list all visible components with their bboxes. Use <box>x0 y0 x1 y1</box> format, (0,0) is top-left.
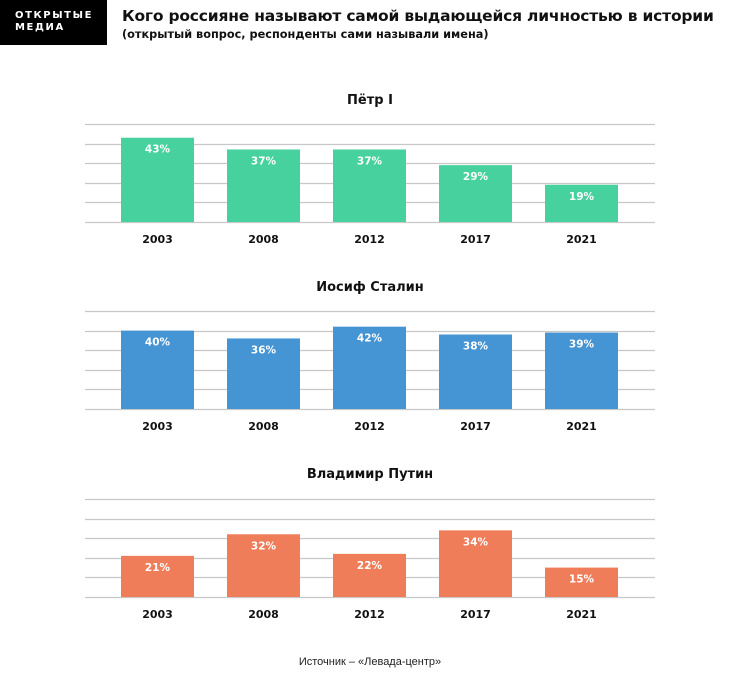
x-tick-label: 2021 <box>566 233 597 246</box>
brand-logo-line1: ОТКРЫТЫЕ <box>15 10 94 21</box>
page-title: Кого россияне называют самой выдающейся … <box>122 7 714 25</box>
x-tick-label: 2012 <box>354 420 385 433</box>
chart-title: Владимир Путин <box>307 467 433 482</box>
bar-2021 <box>545 567 618 597</box>
bar-2012 <box>333 553 406 597</box>
bar-2008 <box>227 534 300 597</box>
chart-putin: Владимир Путин 21% 2003 32% 2008 22% 2012 34% 20… <box>85 467 655 621</box>
x-tick-label: 2017 <box>460 233 491 246</box>
bar-2008 <box>227 149 300 222</box>
data-label: 37% <box>357 155 383 167</box>
data-label: 43% <box>145 144 171 156</box>
x-tick-label: 2017 <box>460 420 491 433</box>
data-label: 34% <box>463 536 489 548</box>
data-label: 42% <box>357 333 383 345</box>
data-label: 37% <box>251 155 277 167</box>
data-label: 38% <box>463 341 489 353</box>
data-label: 21% <box>145 562 171 574</box>
bar-2003 <box>121 555 194 597</box>
bar-2021 <box>545 184 618 222</box>
x-tick-label: 2008 <box>248 608 279 621</box>
x-tick-label: 2012 <box>354 608 385 621</box>
x-tick-label: 2021 <box>566 420 597 433</box>
chart-stalin: Иосиф Сталин 40% 2003 36% 2008 42% 2012 38% 2017… <box>85 280 655 433</box>
brand-logo: ОТКРЫТЫЕ МЕДИА <box>0 0 107 45</box>
x-tick-label: 2012 <box>354 233 385 246</box>
chart-title: Пётр I <box>347 93 393 108</box>
bar-2012 <box>333 149 406 222</box>
data-label: 39% <box>569 339 595 351</box>
chart-peter-i: Пётр I 43% 2003 37% 2008 37% 2012 29% 2017 19% 202… <box>85 93 655 246</box>
x-tick-label: 2008 <box>248 420 279 433</box>
data-label: 15% <box>569 574 595 586</box>
x-tick-label: 2003 <box>142 608 173 621</box>
bar-2012 <box>333 326 406 409</box>
bar-2003 <box>121 137 194 222</box>
data-label: 32% <box>251 540 277 552</box>
source-note: Источник – «Левада-центр» <box>298 656 442 668</box>
x-tick-label: 2003 <box>142 233 173 246</box>
x-tick-label: 2008 <box>248 233 279 246</box>
x-tick-label: 2017 <box>460 608 491 621</box>
data-label: 22% <box>357 560 383 572</box>
x-tick-label: 2021 <box>566 608 597 621</box>
page-subtitle: (открытый вопрос, респонденты сами назыв… <box>122 28 489 41</box>
brand-logo-line2: МЕДИА <box>15 22 65 33</box>
chart-title: Иосиф Сталин <box>316 280 424 295</box>
bar-2017 <box>439 165 512 222</box>
bar-2021 <box>545 332 618 409</box>
data-label: 29% <box>463 171 489 183</box>
bar-2008 <box>227 338 300 409</box>
bar-2017 <box>439 530 512 597</box>
data-label: 40% <box>145 337 171 349</box>
bar-2003 <box>121 330 194 409</box>
x-tick-label: 2003 <box>142 420 173 433</box>
data-label: 19% <box>569 191 595 203</box>
data-label: 36% <box>251 344 277 356</box>
bar-2017 <box>439 334 512 409</box>
